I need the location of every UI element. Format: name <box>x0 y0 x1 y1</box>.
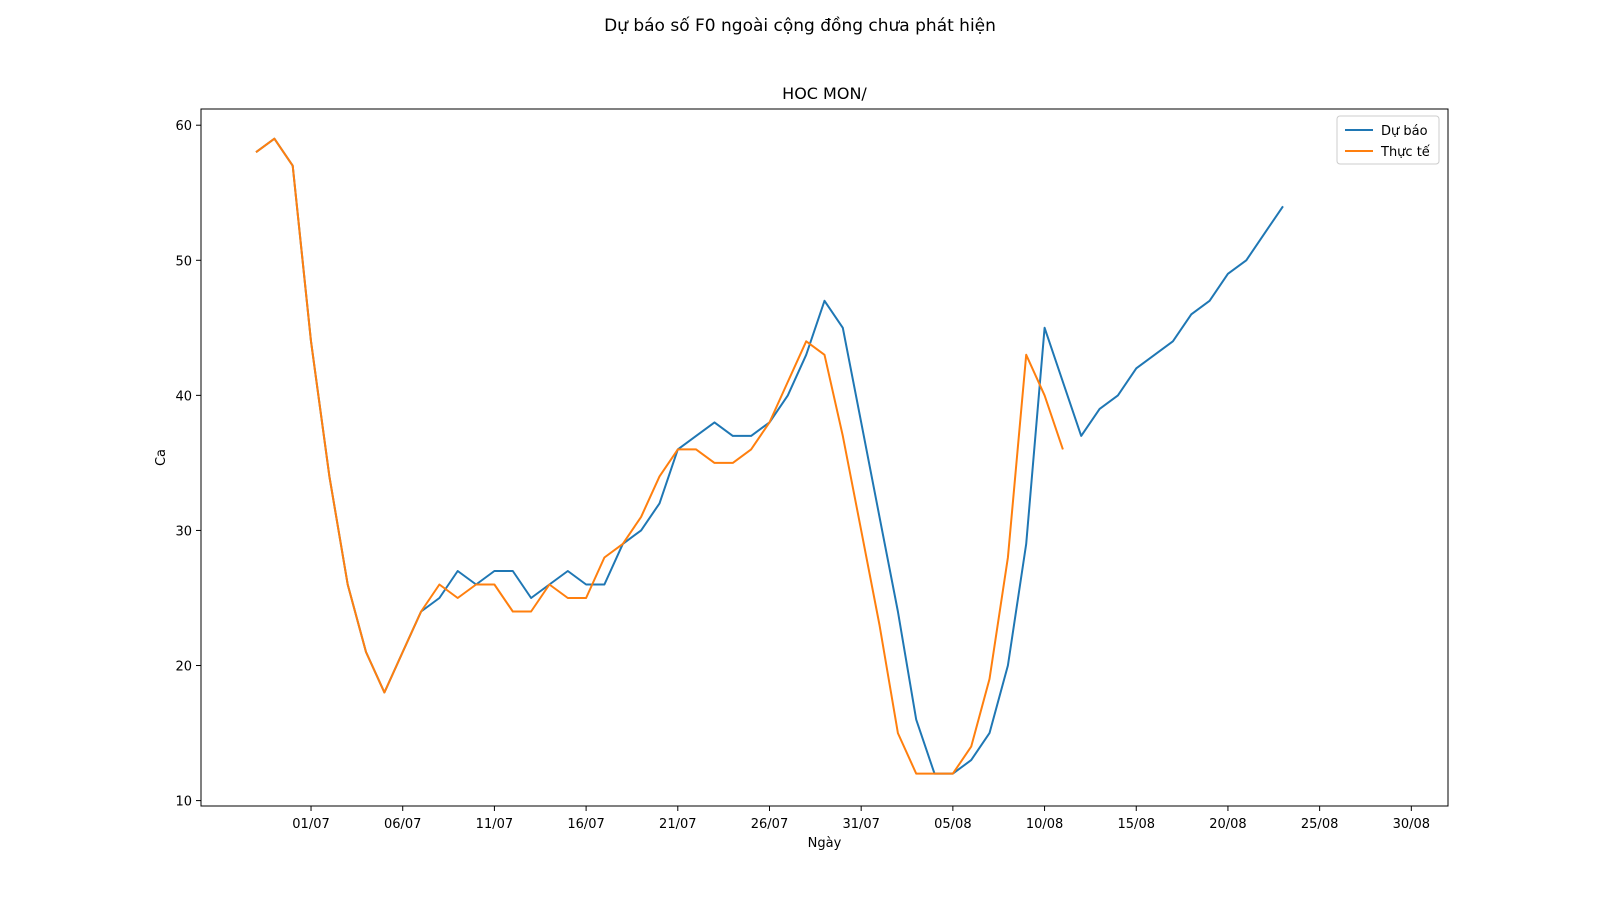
x-tick-label: 20/08 <box>1209 817 1246 832</box>
x-tick-label: 26/07 <box>751 817 788 832</box>
x-tick-label: 30/08 <box>1393 817 1430 832</box>
y-tick-label: 40 <box>175 389 192 404</box>
x-tick-label: 01/07 <box>292 817 329 832</box>
legend-label: Thực tế <box>1380 145 1430 160</box>
x-axis-label: Ngày <box>808 836 842 851</box>
x-tick-label: 15/08 <box>1118 817 1155 832</box>
y-axis-ticks: 10 20 30 40 50 60 <box>175 119 201 810</box>
y-tick-label: 20 <box>175 660 192 675</box>
x-tick-label: 21/07 <box>659 817 696 832</box>
x-tick-label: 10/08 <box>1026 817 1063 832</box>
x-tick-label: 06/07 <box>384 817 421 832</box>
x-tick-label: 16/07 <box>567 817 604 832</box>
y-tick-label: 10 <box>175 795 192 810</box>
x-axis-ticks: 01/07 06/07 11/07 16/07 21/07 26/07 31/07 05/08… <box>292 806 1430 832</box>
plot-frame <box>200 108 1449 807</box>
x-tick-label: 25/08 <box>1301 817 1338 832</box>
legend: Dự báo Thực tế <box>1336 115 1440 165</box>
y-tick-label: 30 <box>175 524 192 539</box>
legend-label: Dự báo <box>1381 124 1428 139</box>
chart-title: HOC MON/ <box>782 84 867 103</box>
x-tick-label: 05/08 <box>934 817 971 832</box>
figure-suptitle: Dự báo số F0 ngoài cộng đồng chưa phát h… <box>604 16 996 36</box>
series-line-2 <box>255 137 1064 775</box>
series-line-1 <box>255 137 1284 775</box>
x-tick-label: 31/07 <box>842 817 879 832</box>
y-tick-label: 50 <box>175 254 192 269</box>
x-tick-label: 11/07 <box>476 817 513 832</box>
y-tick-label: 60 <box>175 119 192 134</box>
y-axis-label: Ca <box>154 449 169 466</box>
series-layer <box>255 137 1284 775</box>
